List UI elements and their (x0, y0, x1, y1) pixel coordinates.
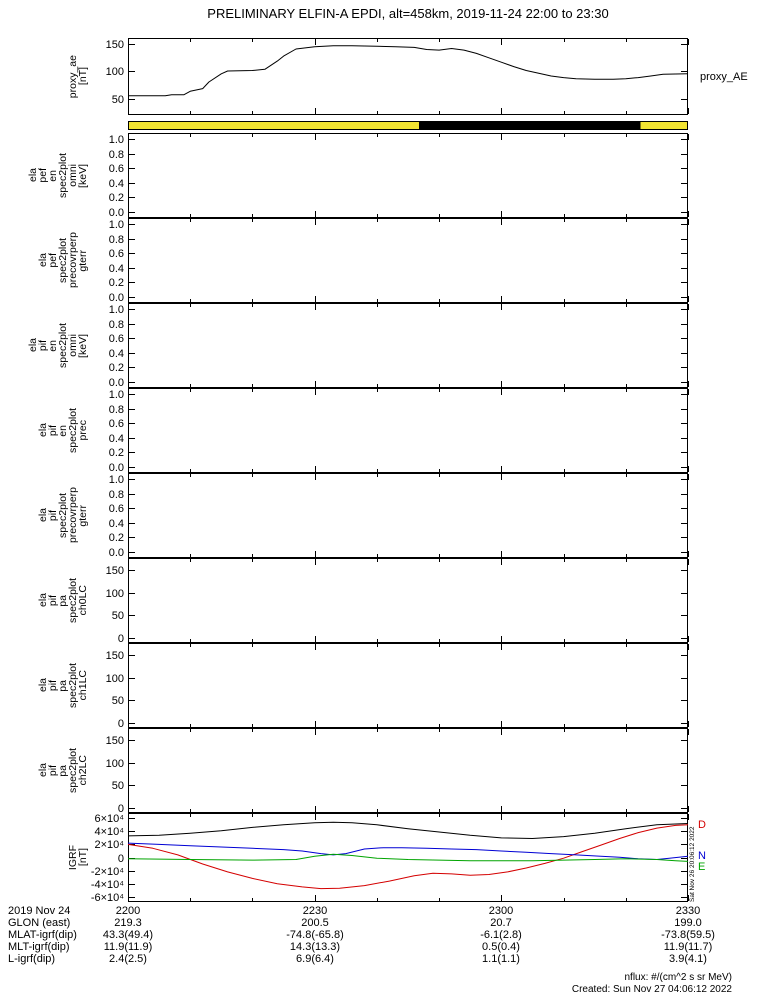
series-line-N (127, 842, 689, 860)
xtick-label-3: 2330 (675, 905, 701, 917)
glon-value-2: 20.7 (490, 917, 512, 929)
series-line-proxy_AE (128, 45, 689, 97)
series-line-D (127, 824, 689, 890)
glon-value-3: 199.0 (674, 917, 702, 929)
panel-frame-ela_pef_en_spec2plot_omni (128, 133, 688, 218)
lshell-value-2: 1.1(1.1) (482, 953, 520, 965)
glon-row-label: GLON (east) (8, 917, 71, 929)
lshell-value-1: 6.9(6.4) (296, 953, 334, 965)
mlt-value-2: 0.5(0.4) (482, 941, 520, 953)
mlt-value-3: 11.9(11.7) (663, 941, 713, 953)
glon-value-1: 200.5 (301, 917, 329, 929)
mlt-value-1: 14.3(13.3) (289, 941, 341, 953)
date-label: 2019 Nov 24 (8, 905, 71, 917)
series-line-B (127, 821, 689, 839)
mlt-row-label: MLT-igrf(dip) (8, 941, 70, 953)
panel-frame-ela_pif_spec2plot_precovrperp_gterr (128, 473, 688, 558)
created-timestamp: Created: Sun Nov 27 04:06:12 2022 (571, 984, 732, 995)
mlat-value-2: -6.1(2.8) (480, 929, 522, 941)
mlt-value-0: 11.9(11.9) (103, 941, 153, 953)
panel-frame-proxy_ae (128, 38, 688, 115)
panel-frame-igrf (128, 813, 688, 902)
panel-frame-ela_pif_pa_spec2plot_ch1LC (128, 643, 688, 728)
panel-frame-ela_pif_en_spec2plot_omni (128, 303, 688, 388)
lshell-row-label: L-igrf(dip) (8, 953, 56, 965)
mlat-value-0: 43.3(49.4) (102, 929, 154, 941)
xtick-label-2: 2300 (488, 905, 514, 917)
mlat-value-3: -73.8(59.5) (661, 929, 715, 941)
science-zone-bar (128, 121, 688, 130)
mlat-value-1: -74.8(-65.8) (286, 929, 344, 941)
glon-value-0: 219.3 (114, 917, 142, 929)
panel-frame-ela_pef_spec2plot_precovrperp_gterr (128, 218, 688, 303)
lshell-value-0: 2.4(2.5) (109, 953, 147, 965)
panel-frame-ela_pif_en_spec2plot_prec (128, 388, 688, 473)
panel-frame-ela_pif_pa_spec2plot_ch2LC (128, 728, 688, 813)
xtick-label-0: 2200 (115, 905, 141, 917)
page-title: PRELIMINARY ELFIN-A EPDI, alt=458km, 201… (207, 6, 609, 21)
xtick-label-1: 2230 (302, 905, 328, 917)
panel-frame-ela_pif_pa_spec2plot_ch0LC (128, 558, 688, 643)
mlat-row-label: MLAT-igrf(dip) (8, 929, 77, 941)
lshell-value-3: 3.9(4.1) (669, 953, 707, 965)
nflux-units-label: nflux: #/(cm^2 s sr MeV) (624, 972, 733, 983)
plot-footer: nflux: #/(cm^2 s sr MeV) Created: Sun No… (572, 972, 732, 996)
science-zone-bar-black-segment (419, 121, 641, 130)
series-line-E (127, 853, 689, 862)
